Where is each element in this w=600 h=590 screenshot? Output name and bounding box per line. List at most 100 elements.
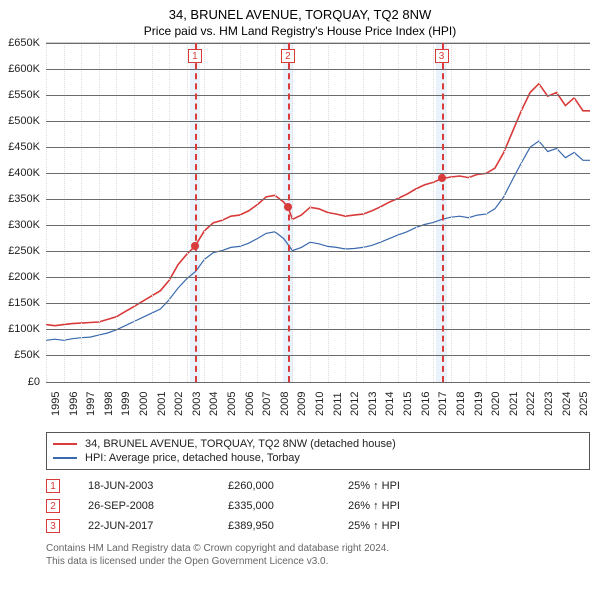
vgrid xyxy=(521,43,522,382)
vgrid xyxy=(504,43,505,382)
hgrid xyxy=(46,303,590,304)
hgrid xyxy=(46,251,590,252)
transaction-pct: 25% ↑ HPI xyxy=(348,520,590,532)
x-tick-label: 1998 xyxy=(103,391,115,415)
vgrid xyxy=(433,43,434,382)
transaction-table: 118-JUN-2003£260,00025% ↑ HPI 2 26-SEP-200… xyxy=(46,476,590,536)
x-tick-label: 2000 xyxy=(138,391,150,415)
transaction-row: 2 26-SEP-2008£335,00026% ↑ HPI xyxy=(46,496,590,516)
transaction-pct: 26% ↑ HPI xyxy=(348,500,590,512)
footer-line: This data is licensed under the Open Gov… xyxy=(46,555,590,568)
y-tick-label: £100K xyxy=(8,323,40,335)
vgrid xyxy=(292,43,293,382)
transaction-price: £389,950 xyxy=(228,520,348,532)
vgrid xyxy=(99,43,100,382)
y-tick-label: £350K xyxy=(8,193,40,205)
x-tick-label: 2009 xyxy=(296,391,308,415)
y-tick-label: £250K xyxy=(8,245,40,257)
x-tick-label: 2010 xyxy=(314,391,326,415)
vgrid xyxy=(328,43,329,382)
hgrid xyxy=(46,43,590,44)
series-property xyxy=(46,83,590,325)
x-tick-label: 2025 xyxy=(578,391,590,415)
x-tick-label: 2020 xyxy=(490,391,502,415)
transaction-price: £335,000 xyxy=(228,500,348,512)
vgrid xyxy=(469,43,470,382)
legend: 34, BRUNEL AVENUE, TORQUAY, TQ2 8NW (det… xyxy=(46,432,590,470)
plot: £0£50K£100K£150K£200K£250K£300K£350K£400… xyxy=(46,42,590,382)
x-tick-label: 2013 xyxy=(367,391,379,415)
x-tick-label: 1995 xyxy=(50,391,62,415)
vgrid xyxy=(222,43,223,382)
x-tick-label: 2014 xyxy=(384,391,396,415)
legend-swatch xyxy=(53,443,77,445)
transaction-row: 118-JUN-2003£260,00025% ↑ HPI xyxy=(46,476,590,496)
x-tick-label: 2022 xyxy=(525,391,537,415)
y-tick-label: £550K xyxy=(8,89,40,101)
x-tick-label: 2016 xyxy=(420,391,432,415)
vgrid xyxy=(380,43,381,382)
x-tick-label: 2015 xyxy=(402,391,414,415)
hgrid xyxy=(46,355,590,356)
transaction-dash xyxy=(288,43,290,382)
vgrid xyxy=(275,43,276,382)
x-tick-label: 2023 xyxy=(543,391,555,415)
x-tick-label: 2005 xyxy=(226,391,238,415)
vgrid xyxy=(134,43,135,382)
hgrid xyxy=(46,277,590,278)
x-tick-label: 2001 xyxy=(156,391,168,415)
price-paid-dot xyxy=(438,174,446,182)
x-axis-labels: 1995199619971998199920002001200220032004… xyxy=(46,382,590,426)
transaction-marker: 1 xyxy=(188,49,202,63)
vgrid xyxy=(204,43,205,382)
vgrid xyxy=(345,43,346,382)
x-tick-label: 1997 xyxy=(85,391,97,415)
y-tick-label: £500K xyxy=(8,115,40,127)
transaction-marker-icon: 2 xyxy=(46,499,60,513)
transaction-date: 26-SEP-2008 xyxy=(88,500,228,512)
x-tick-label: 2012 xyxy=(349,391,361,415)
vgrid xyxy=(398,43,399,382)
x-tick-label: 2018 xyxy=(455,391,467,415)
hgrid xyxy=(46,199,590,200)
transaction-marker-icon: 3 xyxy=(46,519,60,533)
vgrid xyxy=(451,43,452,382)
vgrid xyxy=(486,43,487,382)
vgrid xyxy=(240,43,241,382)
legend-label: HPI: Average price, detached house, Torb… xyxy=(85,452,300,464)
legend-label: 34, BRUNEL AVENUE, TORQUAY, TQ2 8NW (det… xyxy=(85,438,396,450)
y-tick-label: £650K xyxy=(8,37,40,49)
x-tick-label: 2007 xyxy=(261,391,273,415)
hgrid xyxy=(46,147,590,148)
hgrid xyxy=(46,329,590,330)
transaction-marker: 2 xyxy=(281,49,295,63)
vgrid xyxy=(116,43,117,382)
y-tick-label: £150K xyxy=(8,297,40,309)
transaction-marker: 3 xyxy=(435,49,449,63)
chart-subtitle: Price paid vs. HM Land Registry's House … xyxy=(0,24,600,42)
transaction-price: £260,000 xyxy=(228,480,348,492)
y-tick-label: £300K xyxy=(8,219,40,231)
x-tick-label: 2021 xyxy=(508,391,520,415)
x-tick-label: 2011 xyxy=(332,392,344,416)
vgrid xyxy=(169,43,170,382)
transaction-row: 322-JUN-2017£389,95025% ↑ HPI xyxy=(46,516,590,536)
x-tick-label: 2024 xyxy=(561,391,573,415)
legend-swatch xyxy=(53,457,77,459)
vgrid xyxy=(539,43,540,382)
price-paid-dot xyxy=(284,203,292,211)
y-tick-label: £200K xyxy=(8,271,40,283)
transaction-pct: 25% ↑ HPI xyxy=(348,480,590,492)
x-tick-label: 2003 xyxy=(191,391,203,415)
x-tick-label: 1999 xyxy=(120,391,132,415)
vgrid xyxy=(557,43,558,382)
footer: Contains HM Land Registry data © Crown c… xyxy=(46,542,590,568)
plot-area: £0£50K£100K£150K£200K£250K£300K£350K£400… xyxy=(46,42,590,382)
transaction-marker-icon: 1 xyxy=(46,479,60,493)
x-tick-label: 2019 xyxy=(473,391,485,415)
hgrid xyxy=(46,95,590,96)
legend-row: 34, BRUNEL AVENUE, TORQUAY, TQ2 8NW (det… xyxy=(53,437,583,451)
x-tick-label: 2004 xyxy=(208,391,220,415)
vgrid xyxy=(363,43,364,382)
x-tick-label: 2008 xyxy=(279,391,291,415)
